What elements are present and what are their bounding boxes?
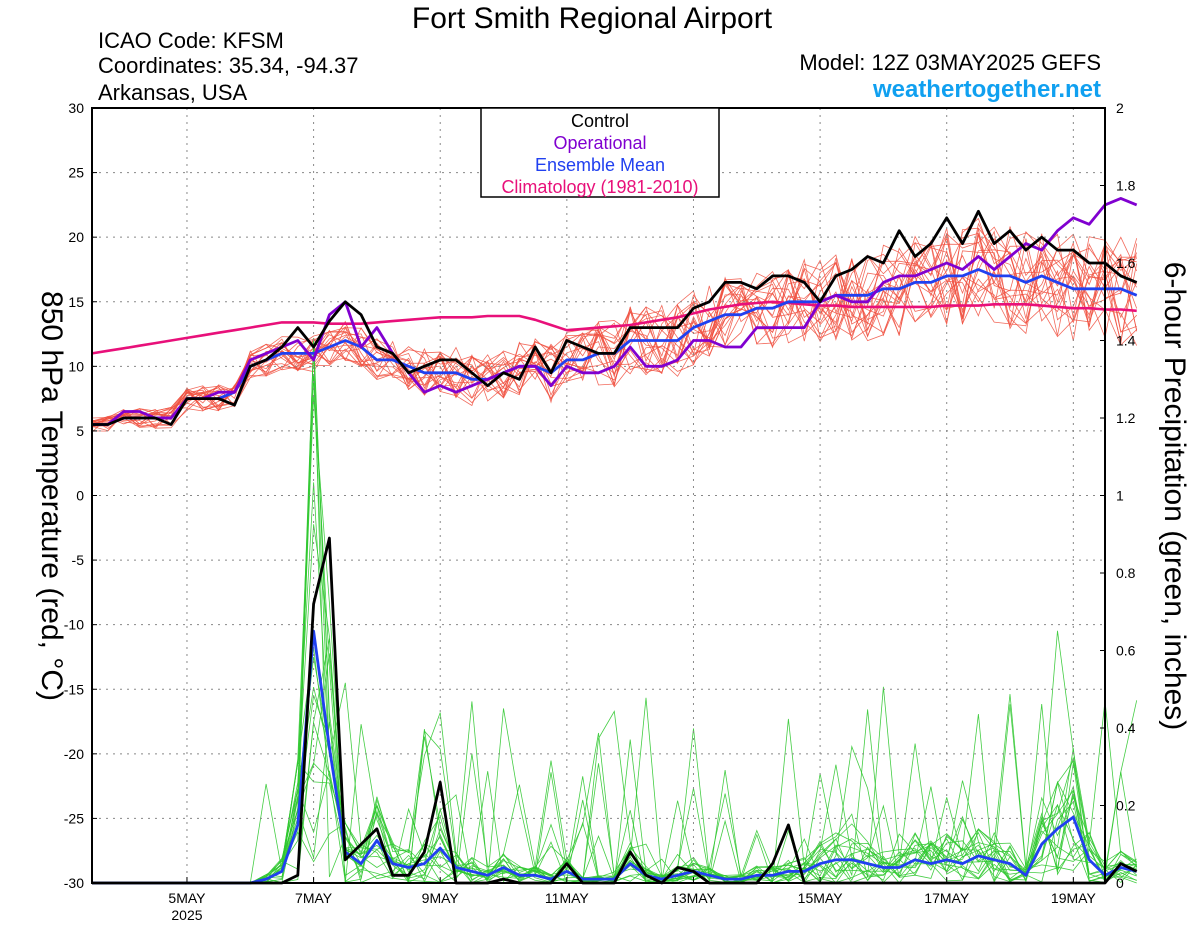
temp-member-line (91, 228, 1138, 429)
temp-member-line (91, 235, 1137, 428)
grid (92, 108, 1105, 883)
y2-axis-label: 6-hour Precipitation (green, inches) (1158, 262, 1191, 731)
y2-tick-label: 1.2 (1116, 410, 1136, 426)
precip-member-line (92, 338, 1138, 884)
ensemble-mean-line (92, 268, 1138, 426)
legend: Control Operational Ensemble Mean Climat… (480, 107, 720, 198)
legend-climatology: Climatology (1981-2010) (501, 177, 698, 197)
y-tick-label: 0 (76, 488, 84, 504)
legend-ensemble-mean: Ensemble Mean (535, 155, 665, 175)
region: Arkansas, USA (98, 80, 247, 105)
precip-member-line (92, 482, 1137, 884)
y2-tick-label: 0 (1116, 875, 1124, 891)
temp-member-line (91, 249, 1137, 428)
x-tick-year: 2025 (171, 907, 202, 923)
y2-tick-label: 1.4 (1116, 333, 1136, 349)
temp-member-line (91, 243, 1138, 425)
icao-code: ICAO Code: KFSM (98, 28, 284, 53)
y-tick-label: 15 (68, 294, 84, 310)
coordinates: Coordinates: 35.34, -94.37 (98, 53, 359, 78)
legend-operational: Operational (553, 133, 646, 153)
y-tick-label: 10 (68, 358, 84, 374)
series (91, 196, 1138, 885)
legend-control: Control (571, 111, 629, 131)
precip-member-line (92, 653, 1137, 884)
x-tick-label: 9MAY (422, 890, 460, 906)
x-tick-label: 5MAY (168, 890, 206, 906)
y2-tick-label: 0.6 (1116, 643, 1136, 659)
y-tick-label: -15 (64, 681, 84, 697)
y-tick-label: 20 (68, 229, 84, 245)
y-axis-label: 850 hPa Temperature (red, °C) (35, 291, 68, 701)
ensemble-members (91, 217, 1138, 884)
y-tick-label: -10 (64, 617, 84, 633)
precip-member-line (92, 395, 1137, 884)
precip-member-line (92, 374, 1137, 884)
y2-tick-label: 1 (1116, 488, 1124, 504)
temp-member-line (91, 217, 1138, 427)
site-brand[interactable]: weathertogether.net (872, 76, 1101, 103)
temp-member-line (91, 234, 1137, 428)
x-tick-label: 7MAY (295, 890, 333, 906)
axis-ticks: 302520151050-5-10-15-20-25-3021.81.61.41… (64, 100, 1136, 923)
y2-tick-label: 0.8 (1116, 565, 1136, 581)
y-tick-label: -30 (64, 875, 84, 891)
climatology-line (91, 300, 1137, 355)
precip-member-line (92, 695, 1137, 884)
chart-title: Fort Smith Regional Airport (412, 2, 773, 35)
temp-member-line (91, 237, 1137, 428)
operational-line (92, 196, 1138, 426)
temp-member-line (91, 227, 1138, 432)
precip-member-line (92, 524, 1137, 884)
temp-member-line (91, 253, 1138, 422)
y-tick-label: -25 (64, 810, 84, 826)
mean-precip-line (92, 629, 1138, 885)
x-tick-label: 19MAY (1051, 890, 1097, 906)
y-tick-label: 25 (68, 165, 84, 181)
precip-member-line (92, 374, 1137, 884)
precip-member-line (92, 345, 1137, 884)
y2-tick-label: 0.2 (1116, 798, 1136, 814)
legend-box (480, 107, 720, 198)
y-tick-label: 5 (76, 423, 84, 439)
temp-member-line (91, 230, 1138, 429)
y2-tick-label: 1.8 (1116, 178, 1136, 194)
precip-member-line (92, 342, 1137, 884)
y2-tick-label: 1.6 (1116, 255, 1136, 271)
precip-member-line (92, 718, 1137, 884)
x-tick-label: 17MAY (924, 890, 970, 906)
temp-member-line (91, 232, 1137, 429)
y2-tick-label: 0.4 (1116, 720, 1136, 736)
y2-tick-label: 2 (1116, 100, 1124, 116)
x-tick-label: 13MAY (671, 890, 717, 906)
temp-member-line (91, 245, 1137, 432)
y-tick-label: 30 (68, 100, 84, 116)
precip-member-line (92, 761, 1138, 884)
x-tick-label: 15MAY (798, 890, 844, 906)
model-run: Model: 12Z 03MAY2025 GEFS (799, 50, 1101, 75)
y-tick-label: -20 (64, 746, 84, 762)
y-tick-label: -5 (72, 552, 85, 568)
x-tick-label: 11MAY (545, 890, 589, 906)
control-line (92, 209, 1138, 426)
